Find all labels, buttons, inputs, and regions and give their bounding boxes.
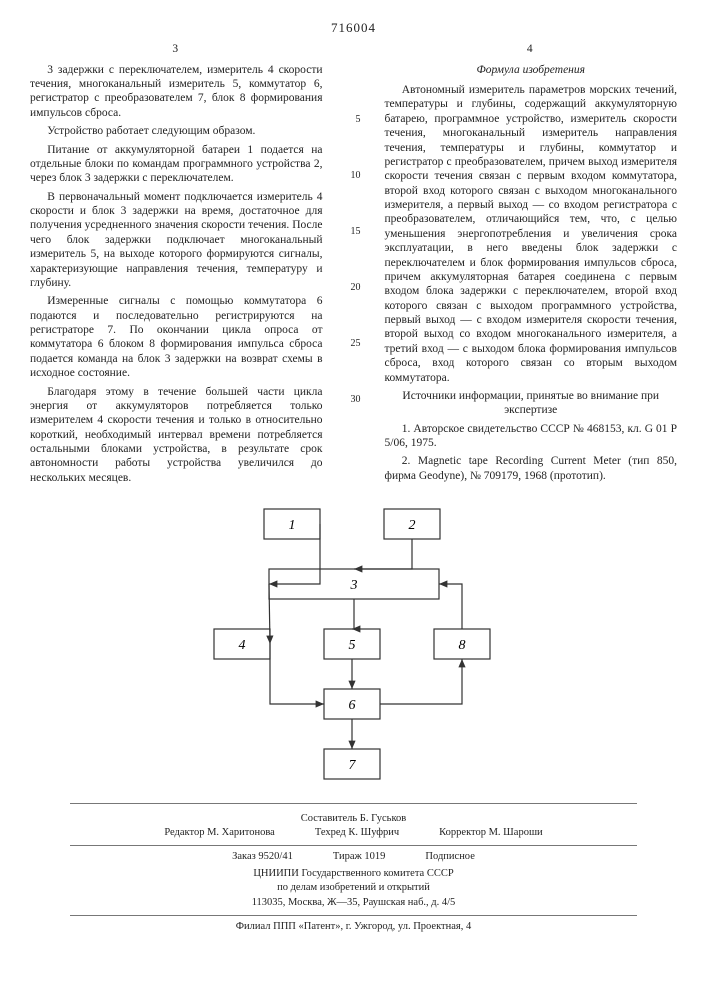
line-number: 25 <box>347 316 361 372</box>
divider <box>70 845 637 846</box>
techred: Техред К. Шуфрич <box>315 826 399 841</box>
line-number: 15 <box>347 204 361 260</box>
claim-paragraph: Автономный измеритель параметров морских… <box>385 83 678 385</box>
svg-text:4: 4 <box>238 638 245 653</box>
sources-heading: Источники информации, принятые во вниман… <box>385 389 678 418</box>
svg-text:5: 5 <box>348 638 355 653</box>
subscription: Подписное <box>425 850 474 865</box>
source-item: 2. Magnetic tape Recording Current Meter… <box>385 454 678 483</box>
svg-text:3: 3 <box>349 578 357 593</box>
block-diagram: 1 2 3 4 5 8 6 7 <box>30 499 677 798</box>
body-paragraph: Измеренные сигналы с помощью коммутатора… <box>30 294 323 380</box>
line-number: 5 <box>347 92 361 148</box>
left-column: 3 3 задержки с переключателем, измерител… <box>30 42 323 489</box>
body-paragraph: Благодаря этому в течение большей части … <box>30 385 323 486</box>
address-1: 113035, Москва, Ж—35, Раушская наб., д. … <box>30 896 677 911</box>
svg-text:6: 6 <box>348 698 355 713</box>
body-paragraph: Устройство работает следующим образом. <box>30 124 323 138</box>
divider <box>70 803 637 804</box>
source-item: 1. Авторское свидетельство СССР № 468153… <box>385 422 678 451</box>
line-number: 20 <box>347 260 361 316</box>
svg-text:7: 7 <box>348 758 356 773</box>
org-line-2: по делам изобретений и открытий <box>30 881 677 896</box>
imprint-footer: Составитель Б. Гуськов Редактор М. Харит… <box>30 812 677 935</box>
right-col-number: 4 <box>385 42 678 56</box>
left-col-number: 3 <box>30 42 323 56</box>
body-paragraph: 3 задержки с переключателем, измеритель … <box>30 63 323 121</box>
address-2: Филиал ППП «Патент», г. Ужгород, ул. Про… <box>30 920 677 935</box>
two-column-layout: 3 3 задержки с переключателем, измерител… <box>30 42 677 489</box>
body-paragraph: В первоначальный момент подключается изм… <box>30 190 323 291</box>
line-number: 10 <box>347 148 361 204</box>
tirazh: Тираж 1019 <box>333 850 386 865</box>
right-column: 4 Формула изобретения Автономный измерит… <box>385 42 678 489</box>
svg-text:2: 2 <box>408 518 415 533</box>
line-number-gutter: 51015202530 <box>347 42 361 489</box>
svg-text:1: 1 <box>288 518 295 533</box>
line-number: 30 <box>347 372 361 428</box>
org-line-1: ЦНИИПИ Государственного комитета СССР <box>30 867 677 882</box>
svg-text:8: 8 <box>458 638 465 653</box>
editor: Редактор М. Харитонова <box>164 826 275 841</box>
formula-title: Формула изобретения <box>385 63 678 77</box>
divider <box>70 915 637 916</box>
body-paragraph: Питание от аккумуляторной батареи 1 пода… <box>30 143 323 186</box>
document-number: 716004 <box>30 20 677 36</box>
order-no: Заказ 9520/41 <box>232 850 293 865</box>
corrector: Корректор М. Шароши <box>439 826 542 841</box>
compiler-line: Составитель Б. Гуськов <box>30 812 677 827</box>
